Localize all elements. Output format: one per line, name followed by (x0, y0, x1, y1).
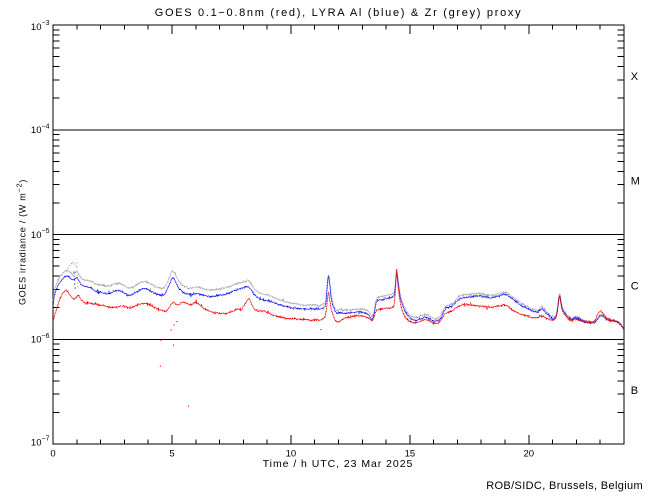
svg-text:5: 5 (169, 449, 174, 460)
svg-text:−4: −4 (42, 123, 50, 130)
svg-text:10: 10 (31, 335, 42, 346)
svg-text:10: 10 (31, 125, 42, 136)
svg-text:X: X (631, 71, 639, 83)
svg-text:ROB/SIDC, Brussels, Belgium: ROB/SIDC, Brussels, Belgium (486, 480, 643, 492)
svg-text:10: 10 (31, 437, 42, 448)
svg-text:−3: −3 (42, 20, 50, 27)
svg-text:M: M (631, 176, 640, 188)
svg-text:−6: −6 (42, 333, 50, 340)
svg-text:10: 10 (31, 230, 42, 241)
svg-text:C: C (631, 281, 639, 293)
svg-text:B: B (631, 385, 638, 397)
svg-text:GOES 0.1−0.8nm (red), LYRA Al: GOES 0.1−0.8nm (red), LYRA Al (blue) & Z… (155, 7, 523, 19)
svg-text:−5: −5 (42, 228, 50, 235)
svg-text:20: 20 (524, 449, 535, 460)
svg-text:10: 10 (286, 449, 297, 460)
svg-text:10: 10 (31, 22, 42, 33)
svg-text:15: 15 (405, 449, 416, 460)
svg-text:Time / h UTC, 23 Mar 2025: Time / h UTC, 23 Mar 2025 (263, 458, 414, 470)
svg-text:−7: −7 (42, 436, 50, 443)
svg-text:GOES irradiance / (W m−2): GOES irradiance / (W m−2) (15, 179, 28, 305)
svg-text:0: 0 (50, 449, 55, 460)
